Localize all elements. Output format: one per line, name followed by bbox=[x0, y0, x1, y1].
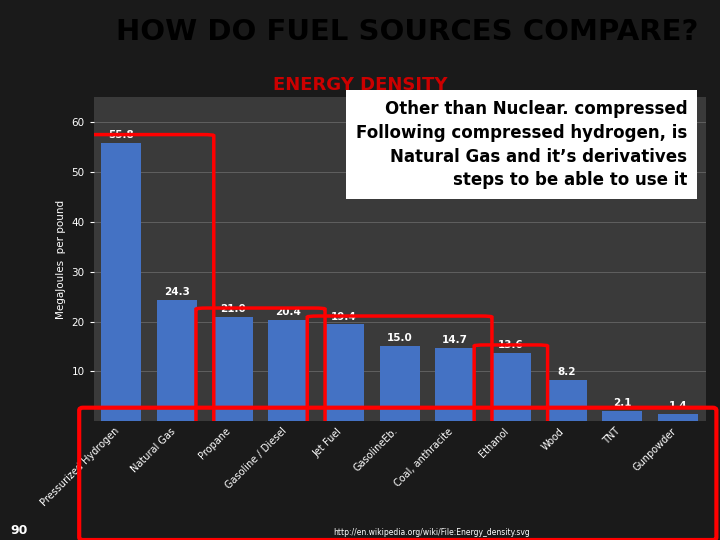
Text: 21.0: 21.0 bbox=[220, 303, 246, 314]
Text: HOW DO FUEL SOURCES COMPARE?: HOW DO FUEL SOURCES COMPARE? bbox=[116, 18, 698, 45]
Bar bbox=[212, 316, 253, 421]
Bar bbox=[546, 380, 587, 421]
Text: 20.4: 20.4 bbox=[275, 307, 301, 316]
Bar bbox=[491, 353, 531, 421]
Text: 15.0: 15.0 bbox=[387, 333, 413, 343]
Text: 14.7: 14.7 bbox=[442, 335, 468, 345]
Text: ENERGY DENSITY: ENERGY DENSITY bbox=[273, 76, 447, 94]
Text: 24.3: 24.3 bbox=[164, 287, 190, 297]
Bar bbox=[435, 348, 475, 421]
Text: http://en.wikipedia.org/wiki/File:Energy_density.svg: http://en.wikipedia.org/wiki/File:Energy… bbox=[333, 528, 531, 537]
Text: Other than Nuclear. compressed
Following compressed hydrogen, is
Natural Gas and: Other than Nuclear. compressed Following… bbox=[356, 100, 687, 189]
Bar bbox=[602, 411, 642, 421]
Text: 2.1: 2.1 bbox=[613, 398, 631, 408]
Text: 19.4: 19.4 bbox=[331, 312, 357, 321]
Text: 8.2: 8.2 bbox=[557, 367, 576, 377]
Text: 1.4: 1.4 bbox=[668, 401, 687, 411]
Bar bbox=[658, 414, 698, 421]
Y-axis label: MegaJoules  per pound: MegaJoules per pound bbox=[56, 200, 66, 319]
Bar bbox=[157, 300, 197, 421]
Bar bbox=[324, 325, 364, 421]
Bar bbox=[379, 347, 420, 421]
Text: 90: 90 bbox=[11, 524, 28, 537]
Bar bbox=[102, 143, 141, 421]
Text: 55.8: 55.8 bbox=[109, 130, 135, 140]
Text: 13.6: 13.6 bbox=[498, 340, 523, 350]
Bar bbox=[269, 320, 308, 421]
